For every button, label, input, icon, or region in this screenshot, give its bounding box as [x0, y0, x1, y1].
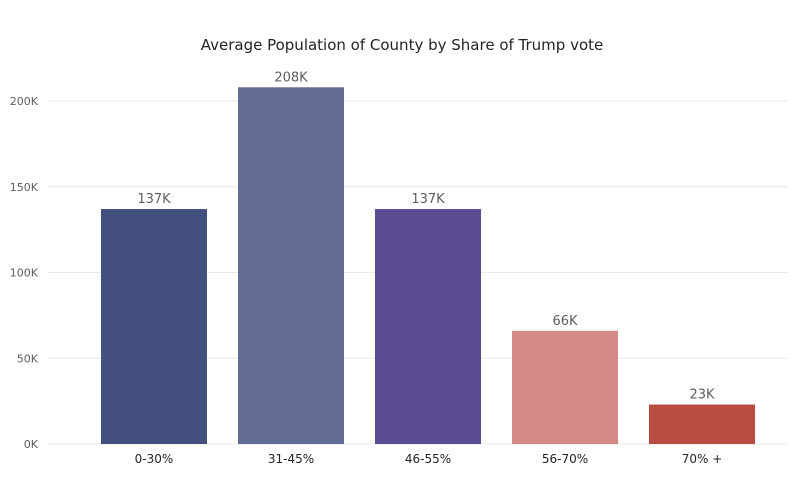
bar[interactable]	[512, 330, 618, 444]
bar[interactable]	[238, 87, 344, 444]
bars	[101, 87, 755, 444]
chart-title: Average Population of County by Share of…	[201, 36, 604, 54]
data-label: 208K	[274, 70, 308, 85]
y-tick-label: 50K	[17, 352, 39, 365]
x-tick-label: 70% +	[682, 452, 723, 466]
data-label: 23K	[689, 388, 715, 403]
bar[interactable]	[375, 209, 481, 444]
y-tick-label: 100K	[10, 267, 39, 280]
x-tick-label: 0-30%	[135, 452, 174, 466]
data-label: 137K	[411, 192, 445, 207]
y-tick-label: 0K	[24, 438, 39, 451]
bar[interactable]	[101, 209, 207, 444]
data-label: 66K	[552, 314, 578, 329]
data-label: 137K	[137, 192, 171, 207]
x-tick-label: 56-70%	[542, 452, 588, 466]
data-labels: 137K 208K 137K 66K 23K	[137, 70, 715, 402]
x-tick-label: 31-45%	[268, 452, 314, 466]
y-tick-label: 200K	[10, 95, 39, 108]
x-axis-ticks: 0-30% 31-45% 46-55% 56-70% 70% +	[135, 452, 723, 466]
x-tick-label: 46-55%	[405, 452, 451, 466]
y-axis-ticks: 0K 50K 100K 150K 200K	[10, 95, 39, 451]
bar[interactable]	[649, 404, 755, 444]
y-tick-label: 150K	[10, 181, 39, 194]
